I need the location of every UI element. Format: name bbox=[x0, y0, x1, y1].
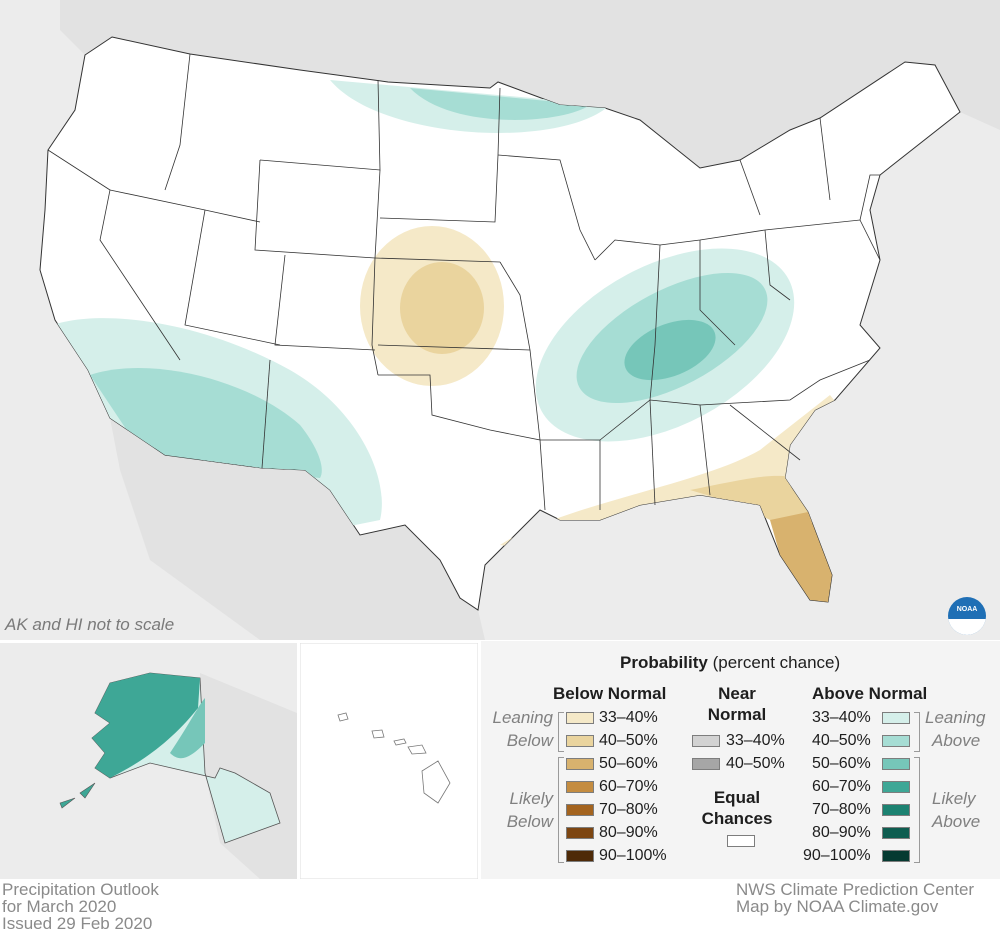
leaning-below-line1: Leaning bbox=[492, 708, 553, 727]
below-label-1: 33–40% bbox=[599, 709, 658, 726]
above-40-50-north bbox=[410, 88, 590, 120]
near-normal-header-line1: Near bbox=[718, 684, 756, 703]
swatch-near-2 bbox=[692, 758, 720, 770]
above-label-6: 80–90% bbox=[812, 824, 871, 841]
above-50-60-ohio-valley bbox=[624, 319, 716, 381]
canada-land bbox=[60, 0, 1000, 168]
probability-regions bbox=[40, 80, 850, 602]
leaning-above-bracket bbox=[914, 712, 920, 752]
swatch-above-7 bbox=[882, 850, 910, 862]
likely-above-line2: Above bbox=[932, 812, 981, 831]
swatch-below-5 bbox=[566, 804, 594, 816]
below-33-40-gulf-coast bbox=[500, 395, 850, 548]
below-label-4: 60–70% bbox=[599, 778, 658, 795]
likely-above-line1: Likely bbox=[932, 789, 976, 808]
swatch-above-1 bbox=[882, 712, 910, 724]
swatch-below-3 bbox=[566, 758, 594, 770]
below-label-2: 40–50% bbox=[599, 732, 658, 749]
hawaii-inset-background bbox=[300, 643, 478, 879]
legend-panel: Probability (percent chance) Below Norma… bbox=[481, 641, 1000, 879]
hawaii-inset bbox=[300, 643, 478, 879]
below-40-50-plains bbox=[400, 262, 484, 354]
swatch-above-2 bbox=[882, 735, 910, 747]
footer-left: Precipitation Outlook for March 2020 Iss… bbox=[2, 881, 159, 932]
likely-below-line2: Below bbox=[506, 812, 553, 831]
footer-title: Precipitation Outlook bbox=[2, 880, 159, 899]
leaning-below-line2: Below bbox=[506, 731, 553, 750]
swatch-near-1 bbox=[692, 735, 720, 747]
swatch-above-4 bbox=[882, 781, 910, 793]
footer-period: for March 2020 bbox=[2, 897, 117, 916]
mexico-land bbox=[110, 418, 485, 640]
swatch-below-7 bbox=[566, 850, 594, 862]
above-label-4: 60–70% bbox=[812, 778, 871, 795]
likely-above-bracket bbox=[914, 757, 920, 863]
swatch-above-5 bbox=[882, 804, 910, 816]
equal-chances-line1: Equal bbox=[713, 788, 761, 807]
below-label-6: 80–90% bbox=[599, 824, 658, 841]
footer-issued: Issued 29 Feb 2020 bbox=[2, 914, 153, 933]
swatch-below-2 bbox=[566, 735, 594, 747]
hawaii-islands bbox=[337, 712, 451, 804]
logo-text: NOAA bbox=[956, 606, 978, 613]
footer-right: NWS Climate Prediction Center Map by NOA… bbox=[736, 881, 974, 915]
logo-wave bbox=[948, 619, 986, 635]
swatch-below-1 bbox=[566, 712, 594, 724]
swatch-below-6 bbox=[566, 827, 594, 839]
likely-below-bracket bbox=[558, 757, 564, 863]
legend-title-bold: Probability bbox=[620, 653, 708, 672]
legend-title: Probability (percent chance) bbox=[620, 653, 840, 673]
state-boundaries bbox=[47, 53, 881, 511]
above-label-3: 50–60% bbox=[812, 755, 871, 772]
equal-chances-line2: Chances bbox=[701, 809, 773, 828]
swatch-above-3 bbox=[882, 758, 910, 770]
above-normal-header: Above Normal bbox=[812, 684, 928, 703]
alaska-inset bbox=[0, 643, 297, 879]
likely-below-line1: Likely bbox=[509, 789, 553, 808]
above-label-7: 90–100% bbox=[803, 847, 871, 864]
swatch-above-6 bbox=[882, 827, 910, 839]
swatch-equal-chances bbox=[727, 835, 755, 847]
near-label-2: 40–50% bbox=[726, 755, 785, 772]
near-label-1: 33–40% bbox=[726, 732, 785, 749]
aleutian-islands bbox=[59, 782, 96, 809]
near-normal-header-line2: Normal bbox=[707, 705, 767, 724]
leaning-above-line2: Above bbox=[932, 731, 981, 750]
leaning-above-line1: Leaning bbox=[925, 708, 986, 727]
leaning-below-bracket bbox=[558, 712, 564, 752]
scale-note: AK and HI not to scale bbox=[5, 615, 175, 634]
below-normal-header: Below Normal bbox=[553, 684, 667, 703]
footer-credit-climate: Map by NOAA Climate.gov bbox=[736, 897, 939, 916]
below-label-5: 70–80% bbox=[599, 801, 658, 818]
above-label-2: 40–50% bbox=[812, 732, 871, 749]
legend-title-rest: (percent chance) bbox=[712, 653, 841, 672]
footer-credit-cpc: NWS Climate Prediction Center bbox=[736, 880, 975, 899]
alaska-above-50-60 bbox=[170, 698, 205, 759]
above-label-1: 33–40% bbox=[812, 709, 871, 726]
noaa-logo: NOAA bbox=[948, 597, 986, 635]
below-50-60-florida bbox=[770, 512, 832, 602]
swatch-below-4 bbox=[566, 781, 594, 793]
below-label-3: 50–60% bbox=[599, 755, 658, 772]
alaska-above-60-70 bbox=[92, 673, 200, 778]
below-label-7: 90–100% bbox=[599, 847, 667, 864]
above-label-5: 70–80% bbox=[812, 801, 871, 818]
